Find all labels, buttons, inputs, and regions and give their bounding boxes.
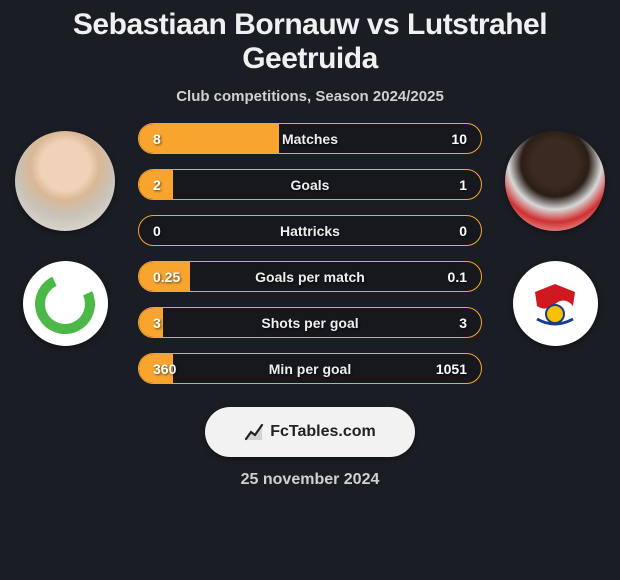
stat-row: 360 Min per goal 1051 bbox=[138, 353, 482, 384]
brand-text: FcTables.com bbox=[270, 423, 376, 441]
stat-value-left: 2 bbox=[153, 177, 161, 193]
stat-label: Matches bbox=[282, 131, 338, 147]
stat-label: Hattricks bbox=[280, 223, 340, 239]
rbleipzig-logo-icon bbox=[525, 274, 585, 334]
stat-row: 2 Goals 1 bbox=[138, 169, 482, 200]
stat-value-left: 8 bbox=[153, 131, 161, 147]
main-row: 8Matches102Goals10Hattricks00.25Goals pe… bbox=[0, 123, 620, 399]
stats-column: 8Matches102Goals10Hattricks00.25Goals pe… bbox=[120, 123, 500, 399]
stat-label: Goals per match bbox=[255, 269, 365, 285]
player-left-club-badge bbox=[23, 261, 108, 346]
stat-value-right: 0.1 bbox=[448, 269, 467, 285]
player-right-club-badge bbox=[513, 261, 598, 346]
stat-value-right: 1 bbox=[459, 177, 467, 193]
stat-label: Shots per goal bbox=[261, 315, 358, 331]
stat-label: Goals bbox=[291, 177, 330, 193]
chart-icon bbox=[244, 422, 264, 442]
stat-value-right: 10 bbox=[451, 131, 467, 147]
date-label: 25 november 2024 bbox=[0, 457, 620, 489]
page-title: Sebastiaan Bornauw vs Lutstrahel Geetrui… bbox=[0, 0, 620, 80]
right-player-column bbox=[500, 123, 610, 346]
left-player-column bbox=[10, 123, 120, 346]
stat-value-right: 0 bbox=[459, 223, 467, 239]
stat-value-right: 3 bbox=[459, 315, 467, 331]
stat-value-left: 3 bbox=[153, 315, 161, 331]
stat-row: 0 Hattricks 0 bbox=[138, 215, 482, 246]
stat-value-left: 0.25 bbox=[153, 269, 180, 285]
player-left-avatar bbox=[15, 131, 115, 231]
stat-row: 8 Matches 10 bbox=[138, 123, 482, 154]
stat-value-left: 360 bbox=[153, 361, 176, 377]
comparison-card: Sebastiaan Bornauw vs Lutstrahel Geetrui… bbox=[0, 0, 620, 489]
stat-value-left: 0 bbox=[153, 223, 161, 239]
brand-badge[interactable]: FcTables.com bbox=[205, 407, 415, 457]
player-right-avatar bbox=[505, 131, 605, 231]
stat-value-right: 1051 bbox=[436, 361, 467, 377]
stat-row: 3 Shots per goal 3 bbox=[138, 307, 482, 338]
wolfsburg-logo-icon bbox=[27, 265, 104, 342]
stat-label: Min per goal bbox=[269, 361, 351, 377]
subtitle: Club competitions, Season 2024/2025 bbox=[0, 80, 620, 123]
stat-row: 0.25 Goals per match 0.1 bbox=[138, 261, 482, 292]
